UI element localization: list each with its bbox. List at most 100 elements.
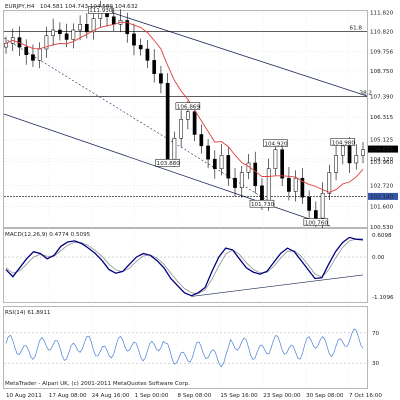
candle-body [233,177,237,188]
candle-body [91,18,96,33]
candle-body [186,111,190,120]
candle-body [78,24,82,31]
current-price-box [368,145,398,153]
x-axis: 10 Aug 2011 17 Aug 08:00 24 Aug 16:00 1 Sep… [6,393,382,399]
candle-body [145,48,150,61]
price-label: 101.730 [251,202,275,208]
candle-body [239,172,244,188]
rsi-tick-label: 30 [372,361,380,367]
candle-body [313,210,318,219]
price-label-box [155,159,180,167]
candle-body [287,177,291,192]
price-label-box [330,138,356,146]
candle-body [165,82,170,160]
candle-body [340,145,345,156]
x-tick-label: 8 Sep 08:00 [178,393,212,399]
candle-body [159,73,163,84]
candle-body [266,168,271,202]
candle-body [192,111,197,135]
macd-label: MACD(12,26,9) 0.4774 0.5095 [5,232,91,238]
candle-body [280,149,285,179]
macd-tick-label: 0.00 [372,255,385,261]
macd-line [5,236,364,297]
x-tick-label: 30 Sep 08:00 [306,393,344,399]
candle-body [334,155,338,173]
candle-body [354,155,359,164]
candle-body [199,134,204,147]
x-tick-label: 17 Aug 08:00 [49,393,87,399]
y-tick-label: 100.530 [370,225,394,231]
candle-body [219,155,224,169]
candle-body [132,33,136,46]
candle-series [4,0,365,229]
marked-level-label: 102.140 [370,194,394,200]
copyright-footer: MetaTrader - Alpari UK, (c) 2001-2011 Me… [5,381,190,387]
macd-tick-label: -1.1096 [372,295,394,301]
candle-body [327,172,332,194]
candle-body [300,177,305,198]
y-tick-label: 107.390 [370,95,394,101]
candle-body [253,162,258,187]
y-tick-label: 104.120 [370,157,394,163]
candle-body [273,149,278,169]
fib-label: 38.2 [360,91,372,97]
y-tick-label: 102.720 [370,183,394,189]
candle-body [307,196,311,211]
y-axis-main: 111.820 110.820 109.756 108.750 107.390 106.3… [368,11,398,231]
x-tick-label: 24 Aug 16:00 [92,393,130,399]
candle-body [31,54,35,61]
x-tick-label: 10 Aug 2011 [6,393,42,399]
candle-body [347,145,352,164]
candle-body [212,158,217,169]
candle-body [293,177,298,192]
candle-body [320,193,325,219]
y-tick-label: 105.125 [370,138,394,144]
candle-body [260,185,264,202]
x-tick-label: 23 Sep 00:00 [263,393,301,399]
price-label: 103.880 [157,161,181,167]
price-label-box [263,139,288,147]
candle-body [4,43,8,48]
y-tick-label: 103.960 [370,160,394,166]
ohlc-readout: 104.581 104.743 104.509 104.632 [40,4,138,10]
candle-body [24,46,29,55]
candle-body [206,145,210,160]
price-label-box [88,6,113,14]
macd-panel-frame [3,228,368,303]
x-tick-label: 15 Sep 16:00 [220,393,258,399]
candle-body [125,20,130,35]
macd-series: 0.6098 0.00 -1.1096 [4,233,394,301]
y-tick-label: 106.315 [370,115,394,121]
y-tick-label: 111.820 [370,11,394,17]
candle-body [44,35,49,50]
y-tick-label: 109.756 [370,50,394,56]
trend-line-upper [109,11,368,97]
main-panel-frame [3,10,368,228]
candle-body [51,29,56,36]
moving-average-line [5,21,364,193]
candle-body [37,48,42,61]
x-tick-label: 1 Sep 00:00 [135,393,169,399]
macd-trend-line [191,274,364,297]
price-label: 104.920 [264,141,288,147]
candle-body [361,149,365,156]
price-label-box [249,199,275,208]
candle-body [138,44,143,50]
price-label: 111.930 [89,8,113,14]
rsi-line [5,328,364,368]
moving-average-series [5,21,364,193]
candle-body [152,60,157,74]
price-label: 106.869 [177,104,201,110]
candle-body [226,155,231,179]
y-tick-label: 110.820 [370,30,394,36]
candle-body [71,29,76,40]
candle-body [84,24,89,33]
rsi-label: RSI(14) 61.8911 [5,310,51,316]
macd-tick-label: 0.6098 [372,233,392,239]
chart-title: EURJPY,H4 [5,4,35,10]
candle-body [64,33,69,40]
price-label: 104.980 [332,140,356,146]
rsi-panel-frame [3,306,368,389]
price-labels: 111.930 106.869 103.880 104.920 101.730 100.7… [88,6,355,226]
